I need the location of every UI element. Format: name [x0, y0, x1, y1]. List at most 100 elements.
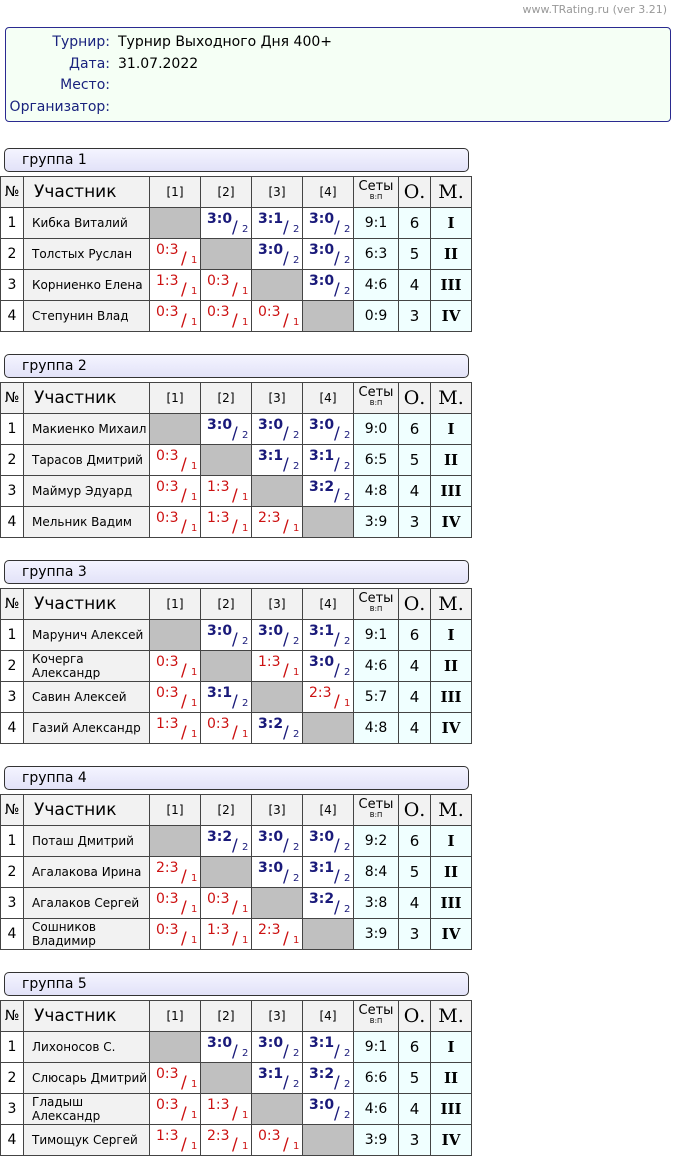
match-score: 3:0 [309, 654, 335, 670]
sets-value: 6:5 [353, 444, 399, 476]
row-num: 3 [0, 1093, 24, 1125]
sets-value: 3:9 [353, 506, 399, 538]
slash: / [334, 455, 340, 475]
match-score: 2:3 [156, 860, 179, 876]
match-points: 1 [191, 523, 198, 534]
header-num: № [0, 588, 24, 620]
match-points: 2 [344, 461, 351, 472]
match-score: 3:0 [207, 417, 233, 433]
self-cell [149, 619, 201, 651]
match-score: 3:2 [207, 829, 233, 845]
slash: / [181, 455, 187, 475]
match-score: 0:3 [207, 891, 230, 907]
group-table: № Участник [1] [2] [3] [4] Сеты В:П О. М. 1 Киб… [0, 176, 472, 332]
slash: / [232, 424, 238, 444]
match-points: 2 [344, 636, 351, 647]
match-points: 1 [344, 698, 351, 709]
points-value: 3 [398, 918, 431, 950]
match-result: 3:0/ 2 [251, 413, 303, 445]
match-points: 1 [191, 317, 198, 328]
points-value: 6 [398, 825, 431, 857]
match-points: 1 [242, 492, 249, 503]
match-score: 2:3 [258, 922, 281, 938]
points-value: 6 [398, 207, 431, 239]
slash: / [283, 517, 289, 537]
match-result: 0:3/ 1 [200, 269, 252, 301]
match-result: 3:2/ 2 [302, 1062, 354, 1094]
match-points: 2 [344, 1048, 351, 1059]
info-label: Место: [60, 77, 110, 93]
table-row: 2 Толстых Руслан 0:3/1 3:0/2 3:0/2 6:3 5 II [0, 238, 472, 270]
table-row: 2 Кочерга Александр 0:3/1 1:3/1 3:0/2 4:6 4 … [0, 650, 472, 682]
match-points: 1 [242, 286, 249, 297]
sets-label: Сеты [358, 385, 394, 400]
match-score: 1:3 [156, 273, 179, 289]
match-points: 2 [242, 430, 249, 441]
match-result: 1:3/ 1 [149, 1124, 201, 1156]
slash: / [232, 692, 238, 712]
place-value: IV [430, 712, 472, 744]
player-name: Кибка Виталий [23, 207, 150, 239]
match-result: 3:1/ 2 [302, 444, 354, 476]
match-score: 0:3 [207, 716, 230, 732]
slash: / [283, 455, 289, 475]
points-value: 4 [398, 269, 431, 301]
match-result: 3:1/ 2 [251, 444, 303, 476]
place-value: II [430, 444, 472, 476]
match-result: 0:3/ 1 [149, 506, 201, 538]
self-cell [200, 444, 252, 476]
match-points: 2 [242, 224, 249, 235]
header-points: О. [398, 382, 431, 414]
table-row: 1 Поташ Дмитрий 3:2/2 3:0/2 3:0/2 9:2 6 I [0, 825, 472, 857]
table-row: 4 Степунин Влад 0:3/1 0:3/1 0:3/1 0:9 3 IV [0, 300, 472, 332]
slash: / [283, 1073, 289, 1093]
match-points: 1 [293, 1141, 300, 1152]
header-sets: Сеты В:П [353, 1000, 399, 1032]
match-result: 3:0/ 2 [302, 238, 354, 270]
header-col: [3] [251, 794, 303, 826]
slash: / [181, 1104, 187, 1124]
match-points: 1 [293, 935, 300, 946]
match-points: 1 [191, 461, 198, 472]
row-num: 3 [0, 887, 24, 919]
table-row: 2 Агалакова Ирина 2:3/1 3:0/2 3:1/2 8:4 5 II [0, 856, 472, 888]
header-points: О. [398, 1000, 431, 1032]
slash: / [283, 1042, 289, 1062]
group-title: группа 5 [4, 972, 469, 996]
sets-value: 3:9 [353, 918, 399, 950]
match-score: 3:0 [258, 860, 284, 876]
match-score: 0:3 [258, 1128, 281, 1144]
sets-value: 4:8 [353, 712, 399, 744]
match-score: 3:0 [207, 1035, 233, 1051]
match-score: 3:0 [309, 211, 335, 227]
match-score: 3:0 [207, 211, 233, 227]
match-score: 0:3 [156, 685, 179, 701]
sets-label: Сеты [358, 179, 394, 194]
match-score: 0:3 [258, 304, 281, 320]
header-points: О. [398, 588, 431, 620]
slash: / [232, 723, 238, 743]
match-result: 3:0/ 2 [302, 269, 354, 301]
place-value: I [430, 619, 472, 651]
match-score: 0:3 [207, 304, 230, 320]
info-value: 31.07.2022 [118, 55, 199, 72]
points-value: 6 [398, 413, 431, 445]
group-table: № Участник [1] [2] [3] [4] Сеты В:П О. М. 1 Мак… [0, 382, 472, 538]
row-num: 4 [0, 506, 24, 538]
match-result: 1:3/ 1 [200, 918, 252, 950]
match-score: 1:3 [156, 1128, 179, 1144]
match-result: 1:3/ 1 [200, 506, 252, 538]
match-points: 2 [344, 1110, 351, 1121]
match-points: 2 [293, 224, 300, 235]
place-value: I [430, 1031, 472, 1063]
match-points: 2 [293, 1079, 300, 1090]
sets-label: Сеты [358, 797, 394, 812]
points-value: 5 [398, 856, 431, 888]
match-result: 3:1/ 2 [251, 1062, 303, 1094]
match-result: 0:3/ 1 [149, 1062, 201, 1094]
table-row: 4 Мельник Вадим 0:3/1 1:3/1 2:3/1 3:9 3 IV [0, 506, 472, 538]
slash: / [334, 249, 340, 269]
match-points: 1 [293, 523, 300, 534]
match-result: 0:3/ 1 [251, 300, 303, 332]
match-points: 2 [344, 286, 351, 297]
